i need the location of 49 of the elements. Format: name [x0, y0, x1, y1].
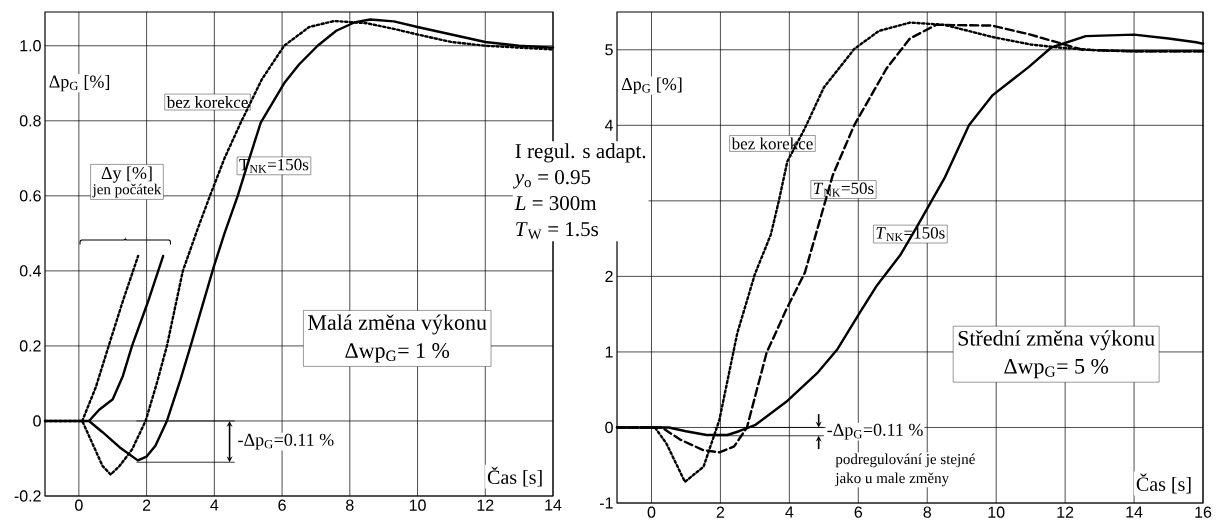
- x-tick-label: 14: [545, 499, 562, 511]
- x-axis-title: Čas [s]: [1136, 473, 1191, 494]
- x-tick-label: 6: [278, 499, 286, 511]
- annotation: Malá změna výkonu: [308, 314, 487, 335]
- annotation: -Δp$_{G}$=0.11 %: [238, 433, 334, 450]
- annotation: Střední změna výkonu: [958, 330, 1155, 351]
- annotation: jen počátek: [92, 183, 162, 198]
- series-label: bez korekce: [166, 96, 248, 109]
- x-tick-label: 8: [346, 499, 354, 511]
- y-tick-label: 0: [605, 421, 613, 434]
- y-tick-label: 1.0: [20, 40, 41, 52]
- annotation: jako u male změny: [834, 472, 950, 487]
- y-tick-label: 2: [605, 270, 613, 282]
- annotation: y$_{o}$ = 0.95: [513, 169, 591, 189]
- y-tick-label: 0.4: [19, 265, 42, 277]
- y-tick-label: 0.2: [19, 340, 41, 352]
- y-tick-label: 0: [33, 415, 41, 427]
- y-tick-label: 4: [604, 119, 614, 131]
- y-tick-label: 5: [605, 44, 613, 56]
- annotation: L = 300m: [514, 195, 597, 211]
- x-tick-label: 4: [785, 506, 794, 518]
- x-tick-label: 10: [988, 506, 1005, 518]
- annotation: -Δp$_{G}$=0.11 %: [827, 423, 923, 440]
- annotation: Δy [%]: [101, 166, 152, 183]
- annotation: I regul. s adapt.: [515, 143, 646, 163]
- y-axis-title: Δp$_{G}$ [%]: [621, 77, 682, 94]
- x-tick-label: 16: [1195, 506, 1212, 518]
- x-tick-label: 0: [647, 506, 656, 518]
- y-tick-label: -0.2: [14, 490, 41, 502]
- x-tick-label: 6: [854, 506, 863, 518]
- x-tick-label: 2: [716, 506, 725, 518]
- annotation: Δwp$_{G}$= 1 %: [345, 343, 450, 363]
- y-tick-label: 0.8: [19, 115, 41, 127]
- x-tick-label: 10: [409, 499, 426, 511]
- x-tick-label: 2: [142, 499, 151, 511]
- x-tick-label: 12: [1057, 506, 1074, 518]
- x-tick-label: 4: [210, 499, 219, 511]
- x-tick-label: 14: [1126, 506, 1143, 518]
- y-tick-label: 1: [605, 346, 613, 358]
- x-tick-label: 8: [923, 506, 931, 518]
- x-tick-label: 12: [477, 499, 494, 511]
- y-tick-label: 0.6: [19, 190, 41, 202]
- annotation: podregulování je stejné: [835, 453, 975, 468]
- annotation: T$_{W}$ = 1.5s: [516, 222, 599, 240]
- x-tick-label: 0: [75, 499, 83, 511]
- annotation: Δwp$_{G}$= 5 %: [1004, 358, 1109, 379]
- y-tick-label: -1: [599, 497, 613, 509]
- y-axis-title: Δp$_{G}$ [%]: [49, 74, 110, 92]
- x-axis-title: Čas [s]: [487, 466, 542, 487]
